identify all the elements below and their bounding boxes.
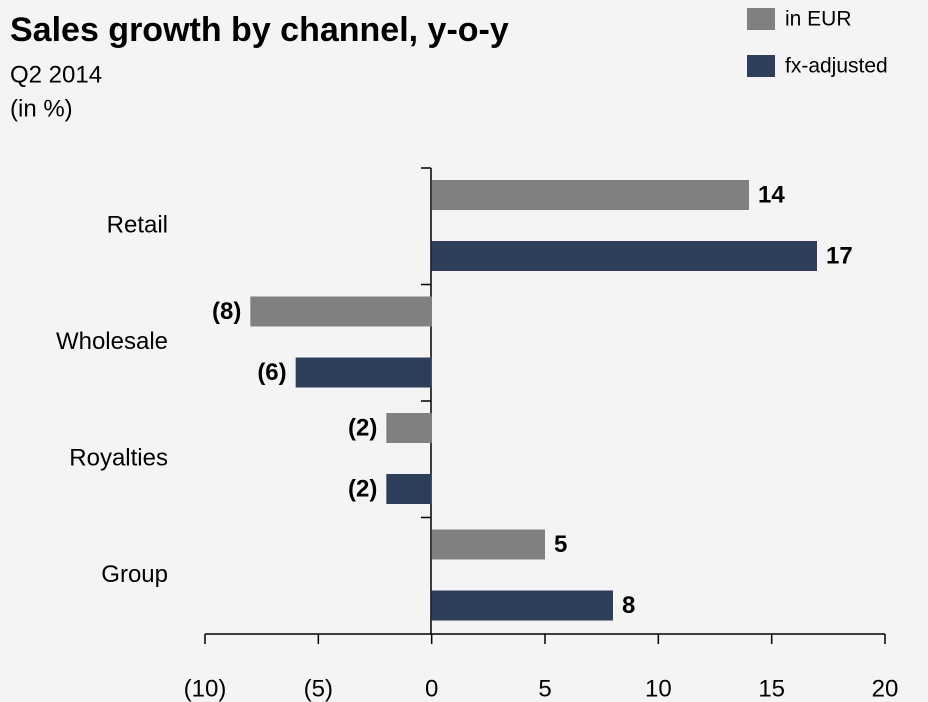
legend-label: in EUR bbox=[785, 8, 852, 31]
legend-label: fx-adjusted bbox=[785, 55, 888, 78]
y-tick-label: Retail bbox=[107, 212, 168, 239]
y-tick-label: Group bbox=[101, 561, 168, 588]
x-tick-label: 5 bbox=[538, 675, 551, 702]
subtitle: (in %) bbox=[10, 95, 73, 122]
legend-swatch bbox=[747, 55, 775, 77]
value-label: 14 bbox=[758, 181, 785, 208]
bar bbox=[250, 296, 432, 327]
category-separators bbox=[421, 167, 431, 519]
bar bbox=[431, 241, 817, 271]
value-label: (6) bbox=[257, 359, 286, 386]
bar bbox=[295, 357, 432, 388]
value-label: (2) bbox=[348, 414, 377, 441]
x-tick-label: (10) bbox=[184, 675, 227, 702]
value-label: 5 bbox=[554, 531, 567, 558]
value-label: 8 bbox=[622, 592, 635, 619]
x-tick-label: 15 bbox=[758, 675, 785, 702]
x-tick-label: (5) bbox=[304, 675, 333, 702]
subtitle: Q2 2014 bbox=[10, 61, 102, 88]
bar bbox=[386, 413, 432, 443]
bar bbox=[431, 180, 749, 210]
bar bbox=[431, 590, 613, 621]
y-tick-label: Wholesale bbox=[56, 328, 168, 355]
value-label: (2) bbox=[348, 475, 377, 502]
bar bbox=[386, 474, 432, 504]
value-label: 17 bbox=[826, 242, 853, 269]
x-tick-label: 0 bbox=[425, 675, 438, 702]
x-tick-label: 10 bbox=[645, 675, 672, 702]
value-label: (8) bbox=[212, 298, 241, 325]
bar bbox=[431, 529, 545, 560]
y-tick-label: Royalties bbox=[69, 445, 168, 472]
legend-swatch bbox=[747, 8, 775, 30]
chart-title: Sales growth by channel, y-o-y bbox=[10, 11, 509, 49]
x-tick-label: 20 bbox=[872, 675, 899, 702]
